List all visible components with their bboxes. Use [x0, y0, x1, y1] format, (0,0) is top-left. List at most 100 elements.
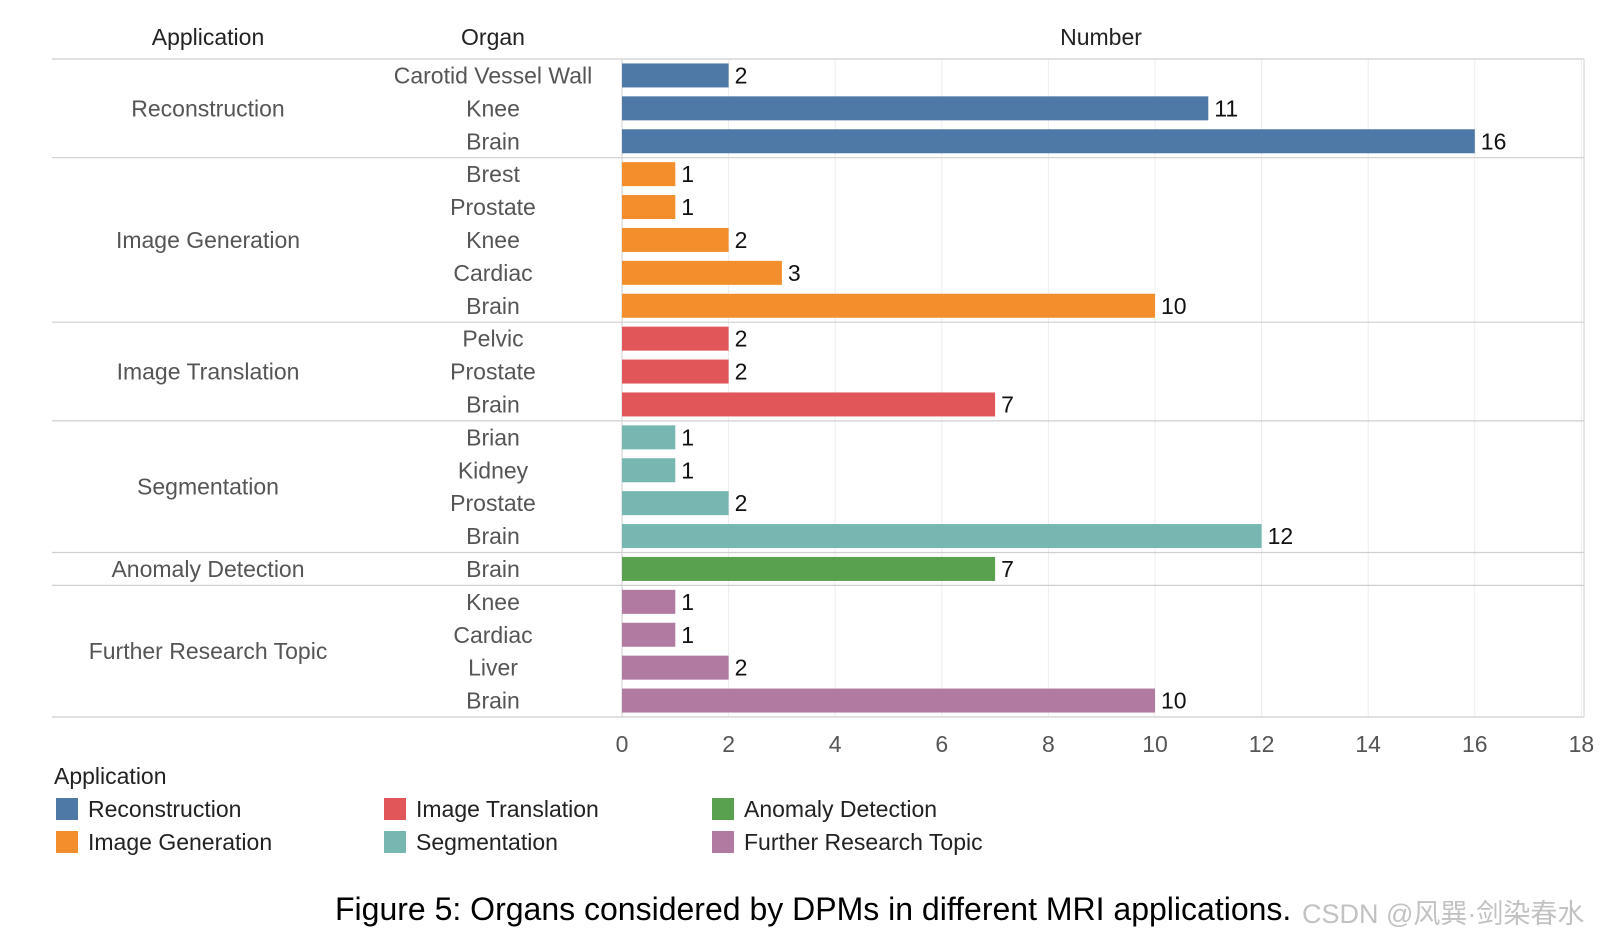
bar-value-label: 10: [1161, 293, 1187, 319]
application-label: Reconstruction: [131, 95, 284, 121]
x-tick-label: 2: [722, 731, 735, 757]
x-tick-label: 6: [935, 731, 948, 757]
legend-entry-label: Image Generation: [88, 829, 272, 855]
bar: [622, 425, 676, 450]
application-label: Anomaly Detection: [111, 556, 304, 582]
legend-entry-label: Reconstruction: [88, 796, 241, 822]
bar-value-label: 2: [735, 326, 748, 352]
bar: [622, 162, 676, 187]
bar: [622, 129, 1475, 154]
organ-label: Prostate: [450, 194, 536, 220]
bars: [622, 63, 1475, 713]
bar-value-label: 7: [1001, 391, 1014, 417]
bar-value-label: 2: [735, 62, 748, 88]
bar: [622, 392, 996, 417]
bar-value-label: 1: [681, 194, 694, 220]
bar: [622, 96, 1209, 121]
organ-label: Brain: [466, 556, 520, 582]
bar-value-label: 11: [1214, 95, 1238, 121]
legend: Application Reconstruction Image Generati…: [54, 763, 983, 855]
x-tick-label: 16: [1462, 731, 1488, 757]
header-number: Number: [1060, 24, 1142, 50]
bar: [622, 655, 729, 680]
legend-swatch: [56, 831, 78, 853]
legend-swatch: [712, 831, 734, 853]
bar-value-label: 2: [735, 655, 748, 681]
organ-label: Brain: [466, 128, 520, 154]
application-label: Image Generation: [116, 227, 300, 253]
bar: [622, 458, 676, 483]
bar-value-label: 1: [681, 589, 694, 615]
bar: [622, 195, 676, 220]
bar-value-label: 7: [1001, 556, 1014, 582]
x-tick-label: 8: [1042, 731, 1055, 757]
bar: [622, 688, 1155, 713]
application-label: Segmentation: [137, 474, 279, 500]
organ-label: Brain: [466, 523, 520, 549]
figure-caption: Figure 5: Organs considered by DPMs in d…: [335, 891, 1291, 927]
bar: [622, 622, 676, 647]
x-tick-label: 10: [1142, 731, 1168, 757]
organ-label: Cardiac: [453, 622, 532, 648]
legend-swatch: [384, 798, 406, 820]
bar: [622, 227, 729, 252]
legend-title: Application: [54, 763, 167, 789]
organ-label: Cardiac: [453, 260, 532, 286]
bar: [622, 491, 729, 516]
bar: [622, 589, 676, 614]
organ-label: Brain: [466, 293, 520, 319]
bar: [622, 524, 1262, 549]
bar: [622, 359, 729, 384]
legend-entry-label: Further Research Topic: [744, 829, 983, 855]
organ-label: Knee: [466, 589, 520, 615]
x-tick-label: 18: [1569, 731, 1595, 757]
x-tick-label: 4: [829, 731, 842, 757]
application-label: Further Research Topic: [89, 638, 328, 664]
group-separators: [52, 58, 1584, 718]
bar-value-label: 10: [1161, 688, 1187, 714]
bar: [622, 63, 729, 88]
column-headers: Application Organ Number: [152, 24, 1143, 50]
bar: [622, 326, 729, 351]
organ-label: Knee: [466, 227, 520, 253]
x-tick-label: 0: [616, 731, 629, 757]
organ-label: Pelvic: [462, 326, 523, 352]
bar-value-label: 1: [681, 161, 694, 187]
watermark: CSDN @风巽·剑染春水: [1302, 899, 1584, 929]
bar-value-label: 1: [681, 457, 694, 483]
header-organ: Organ: [461, 24, 525, 50]
x-tick-label: 12: [1249, 731, 1275, 757]
bar-value-label: 2: [735, 490, 748, 516]
bar: [622, 556, 996, 581]
organ-label: Prostate: [450, 359, 536, 385]
bar: [622, 260, 782, 285]
organ-label: Liver: [468, 655, 518, 681]
bar-value-label: 1: [681, 622, 694, 648]
legend-swatch: [712, 798, 734, 820]
bar-value-label: 16: [1481, 128, 1507, 154]
header-application: Application: [152, 24, 265, 50]
organ-label: Brest: [466, 161, 520, 187]
bar-value-label: 12: [1268, 523, 1294, 549]
legend-entry-label: Anomaly Detection: [744, 796, 937, 822]
x-tick-label: 14: [1355, 731, 1381, 757]
bar: [622, 293, 1155, 318]
bar-value-label: 2: [735, 227, 748, 253]
organ-label: Kidney: [458, 457, 529, 483]
organ-label: Carotid Vessel Wall: [394, 62, 593, 88]
bar-value-label: 1: [681, 424, 694, 450]
organ-label: Brain: [466, 391, 520, 417]
application-label: Image Translation: [117, 359, 300, 385]
organ-label: Brian: [466, 424, 520, 450]
legend-swatch: [384, 831, 406, 853]
legend-swatch: [56, 798, 78, 820]
legend-entry-label: Segmentation: [416, 829, 558, 855]
organ-label: Prostate: [450, 490, 536, 516]
legend-entry-label: Image Translation: [416, 796, 599, 822]
bar-value-label: 2: [735, 359, 748, 385]
organ-label: Knee: [466, 95, 520, 121]
bar-value-label: 3: [788, 260, 801, 286]
organ-label: Brain: [466, 688, 520, 714]
